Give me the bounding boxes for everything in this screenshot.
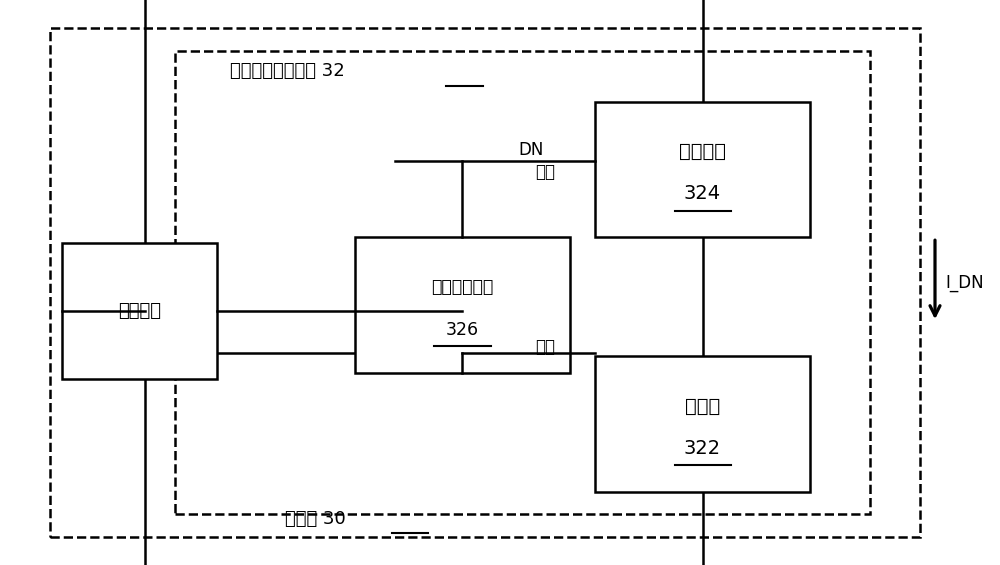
Text: 开关管: 开关管 — [685, 397, 720, 416]
Text: 其他元件: 其他元件 — [118, 302, 161, 320]
Bar — [595, 356, 810, 492]
Text: 栅极: 栅极 — [535, 163, 555, 181]
Bar — [595, 102, 810, 237]
Bar — [175, 51, 870, 514]
Text: DN: DN — [518, 141, 543, 159]
Bar — [355, 237, 570, 373]
Bar — [50, 28, 920, 537]
Text: 电流源管: 电流源管 — [679, 142, 726, 162]
Bar — [62, 243, 217, 379]
Text: 322: 322 — [684, 438, 721, 458]
Text: 馈通抑制电容: 馈通抑制电容 — [431, 279, 494, 297]
Text: 栅极: 栅极 — [535, 338, 555, 357]
Text: 324: 324 — [684, 184, 721, 203]
Text: I_DN: I_DN — [945, 273, 984, 292]
Text: 输出级电流源电路 32: 输出级电流源电路 32 — [230, 62, 345, 80]
Text: 326: 326 — [446, 320, 479, 338]
Text: 电荷泵 30: 电荷泵 30 — [285, 510, 346, 528]
